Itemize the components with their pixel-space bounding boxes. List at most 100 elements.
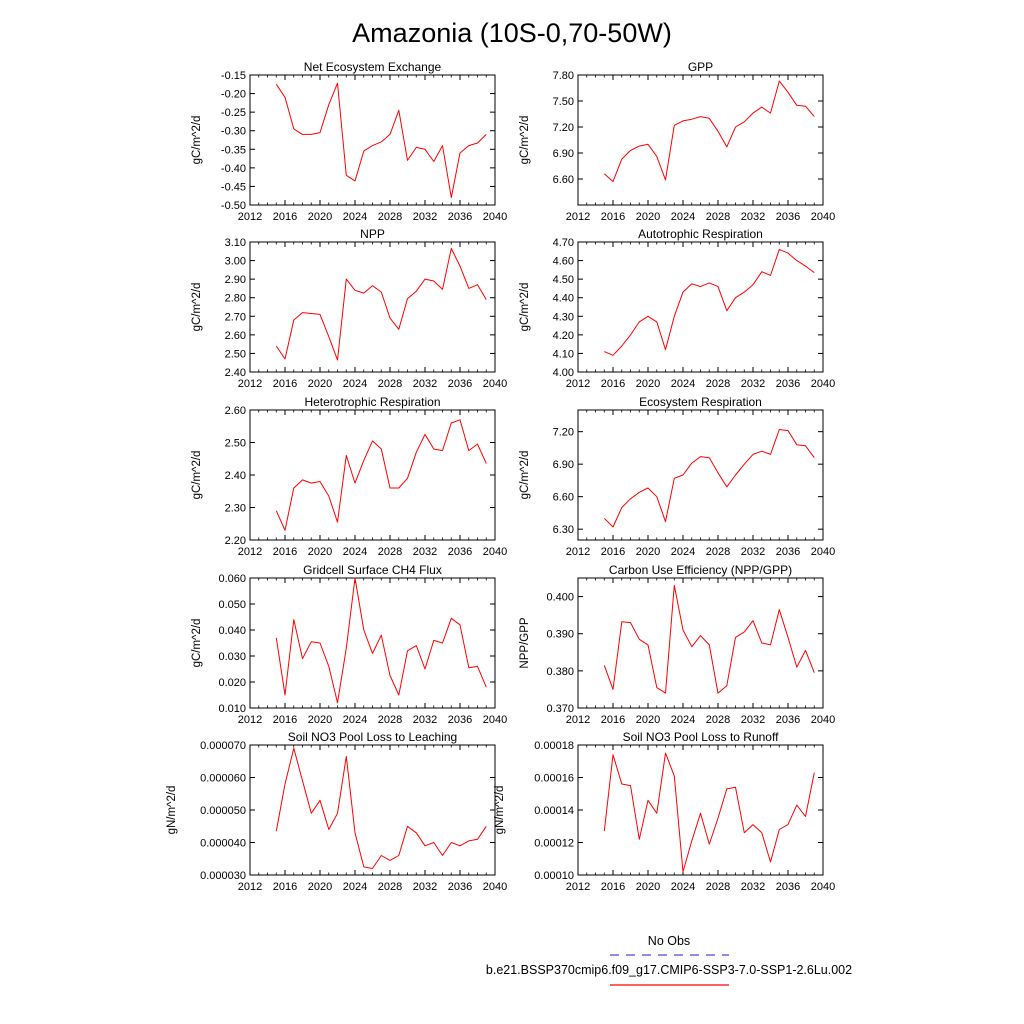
- data-point: [769, 644, 771, 646]
- data-point: [638, 145, 640, 147]
- data-point: [284, 783, 286, 785]
- data-point: [647, 799, 649, 801]
- x-tick-label: 2020: [308, 714, 332, 726]
- y-tick-label: 0.00014: [534, 805, 574, 817]
- data-point: [310, 133, 312, 135]
- x-tick-label: 2016: [601, 714, 625, 726]
- data-point: [319, 131, 321, 133]
- data-point: [656, 812, 658, 814]
- data-point: [787, 91, 789, 93]
- series-line: [275, 747, 487, 869]
- data-point: [796, 444, 798, 446]
- x-tick-label: 2036: [776, 211, 800, 223]
- data-point: [778, 608, 780, 610]
- x-tick-label: 2032: [413, 546, 437, 558]
- series-line: [604, 248, 815, 356]
- x-tick-label: 2016: [273, 378, 297, 390]
- x-tick-label: 2036: [776, 881, 800, 893]
- data-point: [691, 283, 693, 285]
- data-point: [363, 292, 365, 294]
- data-point: [441, 642, 443, 644]
- data-point: [778, 828, 780, 830]
- data-point: [398, 854, 400, 856]
- y-tick-label: 0.00012: [534, 838, 574, 850]
- y-tick-label: 0.030: [218, 651, 246, 663]
- x-tick-label: 2040: [811, 881, 835, 893]
- data-point: [691, 646, 693, 648]
- plot-frame: [577, 74, 824, 206]
- data-point: [275, 637, 277, 639]
- data-point: [621, 506, 623, 508]
- data-point: [424, 845, 426, 847]
- y-tick-label: 0.000070: [200, 740, 246, 752]
- figure-title: Amazonia (10S-0,70-50W): [352, 18, 672, 48]
- data-point: [415, 644, 417, 646]
- x-tick-label: 2016: [273, 546, 297, 558]
- data-point: [345, 174, 347, 176]
- data-point: [301, 311, 303, 313]
- x-tick-label: 2032: [413, 378, 437, 390]
- data-point: [345, 755, 347, 757]
- y-tick-label: 0.370: [546, 703, 574, 715]
- data-point: [761, 832, 763, 834]
- y-axis-label: gC/m^2/d: [191, 451, 203, 500]
- data-point: [603, 517, 605, 519]
- data-point: [761, 450, 763, 452]
- data-point: [708, 843, 710, 845]
- y-tick-label: 2.60: [225, 330, 246, 342]
- data-point: [708, 282, 710, 284]
- data-point: [380, 854, 382, 856]
- data-point: [743, 121, 745, 123]
- data-point: [433, 448, 435, 450]
- x-tick-label: 2024: [671, 211, 695, 223]
- data-point: [682, 120, 684, 122]
- data-point: [301, 133, 303, 135]
- data-point: [380, 448, 382, 450]
- y-tick-label: 6.90: [553, 459, 574, 471]
- x-tick-label: 2040: [811, 211, 835, 223]
- y-tick-label: 6.90: [553, 148, 574, 160]
- x-tick-label: 2032: [741, 211, 765, 223]
- data-point: [485, 462, 487, 464]
- data-point: [664, 752, 666, 754]
- y-axis-label: gC/m^2/d: [519, 283, 531, 332]
- series-line: [275, 248, 487, 361]
- data-point: [603, 350, 605, 352]
- x-tick-label: 2020: [636, 378, 660, 390]
- x-tick-label: 2028: [378, 714, 402, 726]
- data-point: [293, 747, 295, 749]
- x-tick-label: 2012: [566, 211, 590, 223]
- series-line: [603, 752, 815, 873]
- x-tick-label: 2012: [238, 211, 262, 223]
- data-point: [664, 349, 666, 351]
- data-point: [804, 815, 806, 817]
- data-point: [664, 692, 666, 694]
- x-tick-label: 2024: [343, 378, 367, 390]
- data-point: [708, 457, 710, 459]
- data-point: [450, 841, 452, 843]
- data-point: [354, 832, 356, 834]
- data-point: [433, 841, 435, 843]
- data-point: [682, 474, 684, 476]
- data-point: [380, 141, 382, 143]
- x-tick-label: 2020: [308, 378, 332, 390]
- data-point: [284, 358, 286, 360]
- panel-title: GPP: [688, 60, 713, 74]
- x-tick-label: 2032: [741, 378, 765, 390]
- data-point: [796, 804, 798, 806]
- panel-title: Heterotrophic Respiration: [304, 395, 440, 409]
- data-point: [354, 577, 356, 579]
- data-point: [699, 634, 701, 636]
- data-point: [389, 317, 391, 319]
- data-point: [275, 510, 277, 512]
- data-point: [424, 668, 426, 670]
- data-point: [647, 487, 649, 489]
- panel-ecosystem-respiration: Ecosystem Respiration gC/m^2/d 2012 2016 202…: [519, 395, 835, 558]
- legend-label-run: b.e21.BSSP370cmip6.f09_g17.CMIP6-SSP3-7.…: [486, 963, 852, 977]
- data-point: [612, 526, 614, 528]
- x-tick-label: 2028: [378, 546, 402, 558]
- data-point: [459, 419, 461, 421]
- panel-npp: NPP gC/m^2/d 2012 2016 2020 2024 2028 2032 2036 2…: [191, 227, 507, 390]
- y-tick-label: 0.00018: [534, 740, 574, 752]
- x-tick-label: 2020: [636, 714, 660, 726]
